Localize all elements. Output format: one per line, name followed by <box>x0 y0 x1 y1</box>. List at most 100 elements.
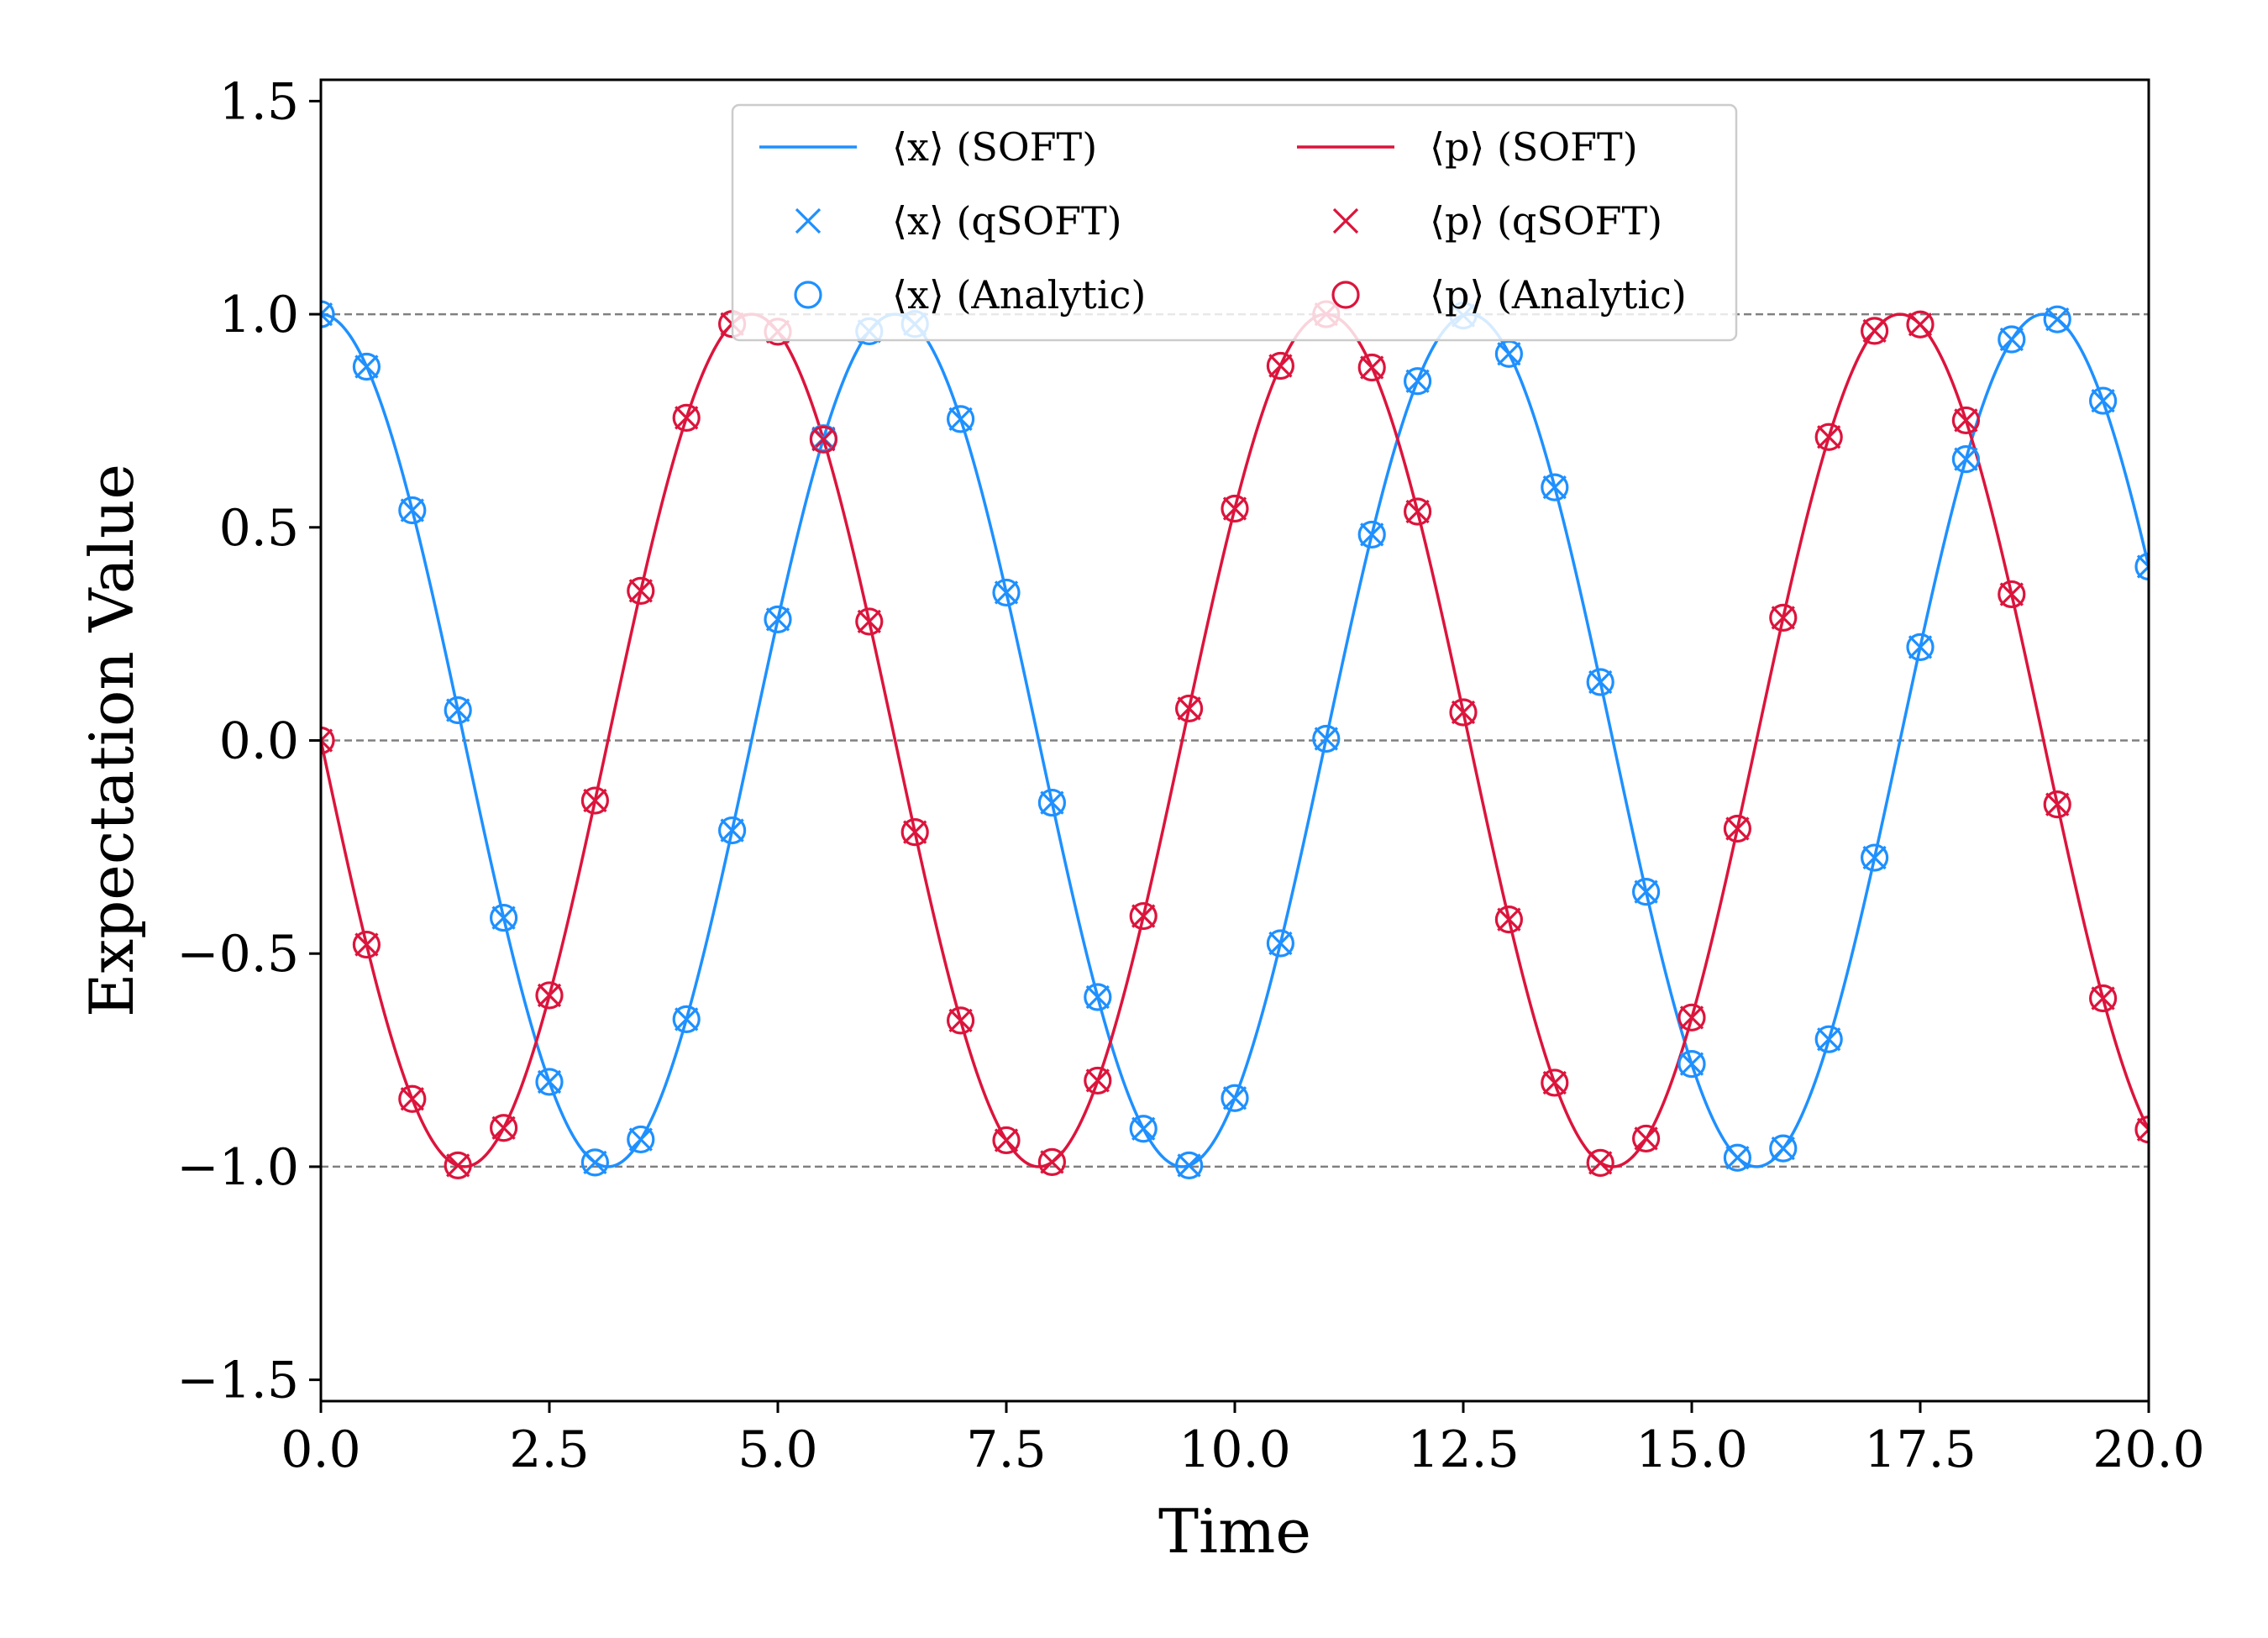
legend-x-icon <box>1332 207 1359 234</box>
circle-marker-point <box>1449 698 1478 727</box>
circle-marker-point <box>489 903 518 932</box>
x-marker-point <box>400 498 424 522</box>
circle-marker-point <box>900 817 929 847</box>
circle-marker-point <box>1541 1068 1569 1097</box>
circle-marker-point <box>1769 1134 1798 1163</box>
x-marker-point <box>1634 1126 1658 1151</box>
x-marker-point <box>2091 986 2115 1011</box>
circle-marker-point <box>1221 494 1249 523</box>
circle-marker-point <box>1037 1147 1067 1176</box>
circle-marker-point <box>2089 984 2118 1013</box>
reference-lines <box>321 312 2149 1168</box>
circle-marker-point <box>1677 1050 1706 1079</box>
legend-circle-icon <box>794 281 822 309</box>
x-marker-point <box>2091 388 2115 413</box>
x-tick-label: 7.5 <box>966 1420 1046 1479</box>
circle-marker-point <box>1951 445 1980 474</box>
legend-label: ⟨p⟩ (Analytic) <box>1430 272 1687 318</box>
x-marker-point <box>1954 447 1978 471</box>
x-marker-point <box>675 1007 699 1032</box>
circle-marker-point <box>2089 386 2118 415</box>
x-marker-point <box>1817 1027 1841 1052</box>
circle-marker-point <box>1998 580 2026 609</box>
x-marker-point <box>1360 522 1384 547</box>
circle-marker-point <box>1631 1124 1661 1153</box>
x-marker-point <box>583 1150 607 1174</box>
x-marker-point <box>1725 1146 1750 1170</box>
x-marker-point <box>1131 1116 1156 1141</box>
circle-marker-point <box>1494 906 1524 934</box>
x-marker-point <box>583 788 607 813</box>
x-marker-point <box>491 1116 516 1140</box>
x-marker-point <box>1771 606 1795 630</box>
x-marker-point <box>1360 355 1384 380</box>
circle-marker-point <box>398 496 427 525</box>
x-marker-point <box>1542 1070 1567 1095</box>
x-marker-point <box>1588 1151 1613 1175</box>
circle-marker-point <box>2134 552 2149 581</box>
x-marker-point <box>2136 1117 2149 1142</box>
x-marker-point <box>1314 727 1338 751</box>
x-marker-point <box>675 406 699 430</box>
x-marker-point <box>2136 554 2149 579</box>
x-tick-label: 5.0 <box>738 1420 817 1479</box>
x-marker-point <box>491 906 516 930</box>
circle-marker-point <box>1861 317 1889 345</box>
circle-marker-point <box>1129 901 1158 931</box>
x-marker-point <box>903 820 927 844</box>
circle-marker-point <box>992 578 1021 607</box>
legend-label: ⟨x⟩ (qSOFT) <box>892 198 1122 244</box>
series-layer <box>321 300 2149 1179</box>
x-marker-point <box>1542 475 1567 500</box>
y-tick-label: 1.5 <box>219 72 299 131</box>
y-axis-title: Expectation Value <box>76 464 147 1017</box>
legend-label: ⟨x⟩ (SOFT) <box>892 124 1097 170</box>
circle-marker-point <box>398 1084 427 1113</box>
x-tick-label: 15.0 <box>1635 1420 1748 1479</box>
x-marker-point <box>628 579 653 603</box>
x-marker-point <box>537 983 562 1008</box>
circle-marker-point <box>1174 1151 1204 1179</box>
legend-circle-icon <box>1331 281 1360 309</box>
circle-marker-point <box>1312 724 1341 753</box>
x-marker-point <box>1862 318 1887 344</box>
x-marker-point <box>1954 408 1978 433</box>
x-marker-point <box>1085 1068 1110 1093</box>
y-tick-label: −1.5 <box>176 1352 299 1410</box>
x-marker-point <box>321 728 333 753</box>
x-marker-point <box>1405 499 1430 524</box>
x-marker-point <box>1451 700 1476 725</box>
x-marker-point <box>628 1127 653 1152</box>
x-marker-point <box>1862 845 1887 870</box>
x-marker-point <box>1725 816 1750 841</box>
legend-box <box>731 103 1738 342</box>
x-marker-point <box>994 580 1019 605</box>
x-marker-point <box>994 1128 1019 1152</box>
circle-marker-point <box>1266 351 1295 381</box>
x-marker-point <box>1817 425 1841 449</box>
x-tick-label: 17.5 <box>1864 1420 1977 1479</box>
x-marker-point <box>811 428 836 452</box>
circle-marker-point <box>1998 325 2026 354</box>
y-tick-label: 0.5 <box>219 499 299 558</box>
circle-marker-point <box>535 981 564 1010</box>
circle-marker-point <box>1541 473 1569 501</box>
circle-marker-point <box>946 1006 975 1035</box>
x-marker-point <box>1999 327 2024 352</box>
legend-label: ⟨p⟩ (qSOFT) <box>1430 198 1662 244</box>
x-marker-point <box>948 407 973 432</box>
x-marker-point <box>1222 496 1247 521</box>
circle-marker-point <box>1266 929 1295 958</box>
circle-marker-point <box>1906 633 1935 661</box>
y-tick-label: 0.0 <box>219 712 299 771</box>
circle-marker-point <box>855 607 884 636</box>
x-marker-point <box>1497 907 1521 932</box>
x-marker-point <box>1588 669 1613 695</box>
circle-marker-point <box>1586 1148 1614 1177</box>
x-marker-point <box>1131 904 1156 928</box>
circle-marker-point <box>1814 1025 1843 1053</box>
x-marker-point <box>1222 1086 1247 1110</box>
x-marker-point <box>400 1087 424 1111</box>
x-marker-point <box>1040 790 1064 815</box>
legend: ⟨x⟩ (SOFT) ⟨x⟩ (qSOFT) ⟨x⟩ (Analytic) ⟨p⟩ (… <box>731 103 1738 342</box>
